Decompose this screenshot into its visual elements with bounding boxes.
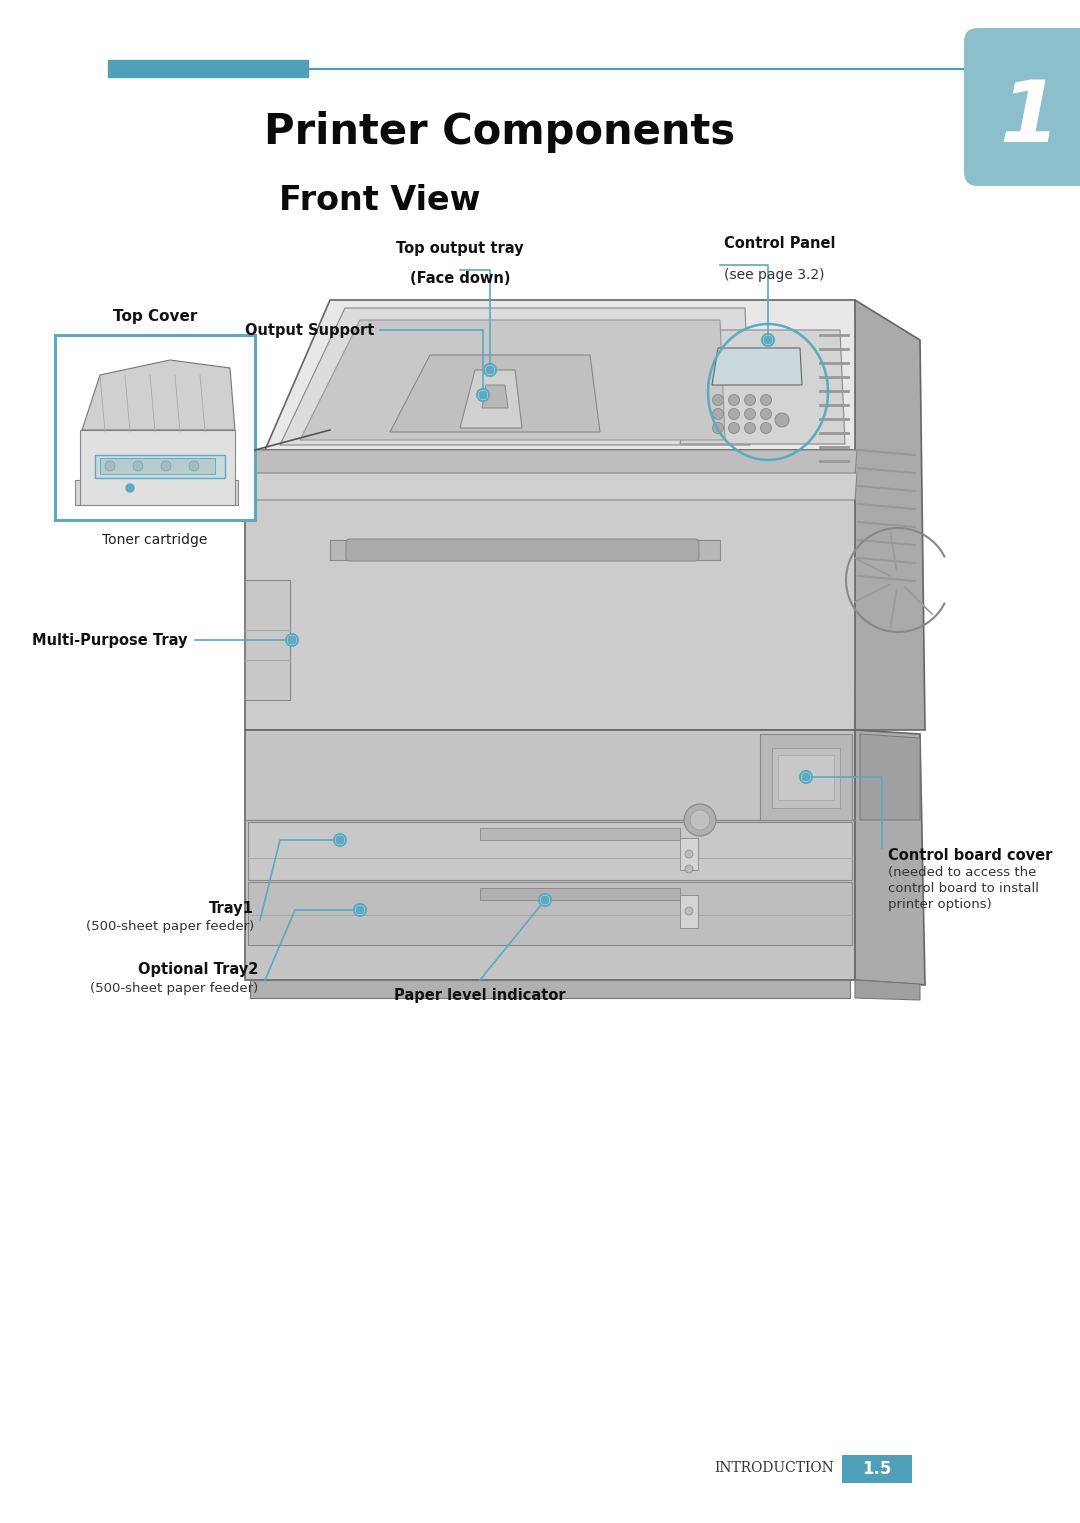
Polygon shape (95, 455, 225, 478)
Text: (Face down): (Face down) (409, 271, 510, 286)
Polygon shape (855, 730, 924, 985)
Circle shape (133, 461, 143, 471)
Text: (500-sheet paper feeder): (500-sheet paper feeder) (85, 920, 254, 934)
Circle shape (189, 461, 199, 471)
Circle shape (684, 804, 716, 836)
Circle shape (477, 388, 489, 401)
Text: INTRODUCTION: INTRODUCTION (714, 1461, 834, 1474)
Polygon shape (480, 888, 680, 900)
Polygon shape (680, 838, 698, 870)
Circle shape (760, 394, 771, 405)
Circle shape (539, 894, 551, 906)
Circle shape (744, 422, 756, 434)
Polygon shape (265, 300, 860, 449)
Text: 1.5: 1.5 (862, 1461, 892, 1477)
Bar (842, 1454, 912, 1483)
Text: 1: 1 (999, 76, 1058, 160)
Polygon shape (248, 474, 858, 500)
Circle shape (744, 408, 756, 419)
Text: Optional Tray2: Optional Tray2 (137, 963, 258, 976)
Polygon shape (482, 385, 508, 408)
Text: Toner cartridge: Toner cartridge (103, 533, 207, 547)
Circle shape (762, 334, 774, 346)
Polygon shape (245, 580, 291, 701)
Circle shape (729, 408, 740, 419)
Circle shape (354, 905, 366, 915)
Circle shape (126, 484, 134, 492)
Polygon shape (75, 480, 238, 506)
Circle shape (729, 422, 740, 434)
Circle shape (480, 391, 487, 399)
Polygon shape (680, 896, 698, 928)
Text: Tray1: Tray1 (210, 902, 254, 915)
Circle shape (286, 634, 298, 646)
Text: Paper level indicator: Paper level indicator (394, 988, 566, 1004)
Circle shape (356, 906, 364, 914)
Circle shape (105, 461, 114, 471)
Circle shape (288, 637, 296, 644)
Circle shape (713, 394, 724, 405)
Text: (500-sheet paper feeder): (500-sheet paper feeder) (90, 982, 258, 995)
Circle shape (760, 408, 771, 419)
Circle shape (685, 908, 693, 915)
Polygon shape (860, 734, 920, 819)
Polygon shape (80, 429, 235, 506)
Text: printer options): printer options) (888, 899, 991, 911)
Text: (see page 3.2): (see page 3.2) (724, 268, 824, 282)
Polygon shape (680, 330, 845, 445)
Text: Top Cover: Top Cover (112, 309, 198, 324)
Circle shape (713, 422, 724, 434)
Circle shape (775, 413, 789, 426)
Text: (needed to access the: (needed to access the (888, 867, 1037, 879)
Polygon shape (249, 979, 850, 998)
Circle shape (484, 364, 496, 376)
Circle shape (764, 337, 772, 344)
Polygon shape (772, 748, 840, 809)
Polygon shape (100, 458, 215, 474)
Polygon shape (712, 347, 802, 385)
Circle shape (800, 771, 812, 783)
Text: Output Support: Output Support (245, 323, 374, 338)
FancyBboxPatch shape (964, 27, 1080, 186)
Text: control board to install: control board to install (888, 882, 1039, 896)
Polygon shape (245, 449, 860, 730)
Polygon shape (280, 308, 750, 445)
Polygon shape (460, 370, 522, 428)
Circle shape (802, 774, 810, 781)
Circle shape (336, 836, 345, 844)
Polygon shape (245, 730, 855, 979)
Circle shape (713, 408, 724, 419)
FancyBboxPatch shape (346, 539, 699, 560)
Circle shape (541, 896, 549, 905)
Text: Multi-Purpose Tray: Multi-Purpose Tray (32, 632, 188, 647)
Circle shape (161, 461, 171, 471)
Polygon shape (248, 822, 852, 880)
Text: Control board cover: Control board cover (888, 848, 1052, 864)
Text: Control Panel: Control Panel (724, 236, 836, 251)
Text: Printer Components: Printer Components (265, 111, 735, 152)
Polygon shape (330, 541, 720, 560)
Circle shape (486, 366, 494, 375)
Polygon shape (248, 449, 858, 475)
Circle shape (744, 394, 756, 405)
Polygon shape (855, 300, 924, 730)
Text: Front View: Front View (280, 183, 481, 216)
Circle shape (729, 394, 740, 405)
Polygon shape (390, 355, 600, 433)
Text: Top output tray: Top output tray (396, 241, 524, 256)
Circle shape (760, 422, 771, 434)
Polygon shape (778, 755, 834, 800)
Polygon shape (300, 320, 725, 440)
Polygon shape (760, 734, 852, 819)
Circle shape (685, 865, 693, 873)
Bar (55, 335, 255, 519)
Circle shape (690, 810, 710, 830)
Polygon shape (82, 359, 235, 429)
Circle shape (334, 835, 346, 845)
Circle shape (685, 850, 693, 857)
Bar (108, 59, 308, 78)
Polygon shape (480, 829, 680, 841)
Polygon shape (248, 882, 852, 944)
Polygon shape (855, 979, 920, 1001)
